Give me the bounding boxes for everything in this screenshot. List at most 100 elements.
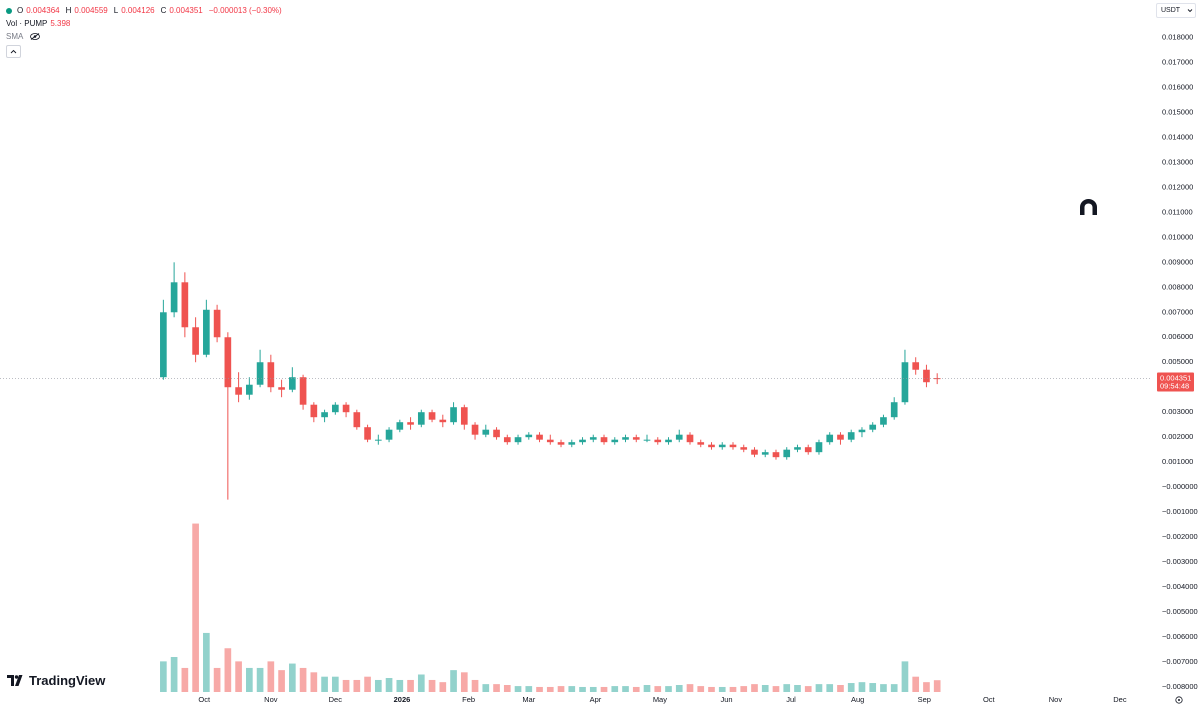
y-tick-label: 0.002000 (1162, 432, 1193, 441)
volume-bar (428, 679, 436, 692)
ohlc-label: C (160, 6, 167, 15)
volume-label: Vol · PUMP (6, 19, 48, 28)
x-tick-label: 2026 (394, 695, 411, 704)
candle-body (407, 422, 414, 425)
y-tick-label: 0.012000 (1162, 182, 1193, 191)
volume-bar (181, 667, 189, 692)
volume-bar (289, 663, 296, 692)
volume-bar (514, 686, 522, 692)
volume-bar (246, 667, 253, 692)
candle-body (794, 447, 801, 450)
volume-bar (546, 686, 554, 692)
candle-body (729, 444, 737, 448)
y-tick-label: 0.003000 (1162, 407, 1193, 416)
open-value: 0.004364 (26, 6, 60, 15)
volume-bar (804, 686, 812, 692)
y-tick-label: 0.008000 (1162, 282, 1193, 291)
candle-body (600, 437, 608, 443)
volume-bar (847, 683, 855, 692)
volume-bar (718, 686, 726, 692)
x-tick-label: Apr (590, 695, 602, 704)
watermark-text: TradingView (29, 673, 106, 688)
volume-bar (837, 685, 844, 692)
collapse-button[interactable] (6, 45, 21, 58)
candle-body (912, 362, 920, 370)
candle-body (514, 437, 522, 443)
volume-bar (933, 680, 941, 692)
candle-body (203, 309, 210, 355)
sma-label: SMA (6, 32, 24, 41)
volume-bar (374, 679, 382, 692)
volume-bar (697, 686, 705, 692)
volume-bar (611, 686, 619, 692)
candle-body (181, 282, 189, 328)
candle-body (751, 449, 758, 455)
candle-body (643, 439, 651, 441)
volume-bar (600, 686, 608, 692)
candle-body (450, 407, 457, 423)
candle-body (428, 412, 436, 420)
candle-body (310, 404, 318, 418)
x-tick-label: Sep (918, 695, 931, 704)
ohlc-label: H (65, 6, 72, 15)
y-tick-label: 0.016000 (1162, 82, 1193, 91)
volume-bar (192, 523, 199, 692)
candle-body (880, 417, 887, 425)
candle-body (826, 434, 834, 443)
candle-body (589, 437, 597, 440)
eye-icon[interactable] (30, 33, 41, 40)
volume-bar (579, 686, 586, 692)
candle-body (525, 434, 533, 438)
y-tick-label: 0.005000 (1162, 357, 1193, 366)
volume-bar (256, 667, 264, 692)
volume-bar (772, 686, 780, 692)
volume-bar (417, 674, 425, 692)
x-tick-label: May (653, 695, 667, 704)
candle-body (364, 427, 371, 440)
candle-body (471, 424, 479, 435)
volume-bar (901, 661, 909, 692)
volume-bar (869, 683, 877, 692)
last-price-label: 0.004351 (1160, 373, 1191, 382)
currency-label: USDT (1161, 7, 1181, 14)
volume-bar (396, 679, 404, 692)
x-tick-label: Oct (983, 695, 996, 704)
volume-bar (632, 686, 640, 692)
candle-body (460, 407, 468, 425)
y-tick-label: 0.018000 (1162, 32, 1193, 41)
volume-bar (267, 661, 275, 692)
y-tick-label: 0.017000 (1162, 57, 1193, 66)
sma-row[interactable]: SMA (6, 30, 285, 43)
x-tick-label: Dec (1113, 695, 1127, 704)
volume-bar (407, 679, 414, 692)
settings-icon-center (1178, 699, 1180, 701)
candle-body (847, 432, 855, 440)
volume-bar (858, 682, 866, 692)
candle-body (439, 419, 447, 423)
volume-bar (364, 676, 371, 692)
y-tick-label: 0.001000 (1162, 457, 1193, 466)
y-tick-label: 0.013000 (1162, 157, 1193, 166)
candle-body (299, 377, 307, 405)
candle-body (869, 424, 877, 430)
candle-body (665, 439, 672, 443)
candle-body (890, 402, 898, 418)
volume-bar (235, 661, 242, 692)
candle-body (675, 434, 683, 440)
candle-body (396, 422, 404, 430)
volume-bar (783, 684, 791, 692)
candle-body (493, 429, 500, 438)
volume-bar (536, 686, 543, 692)
candle-body (482, 429, 490, 435)
currency-select[interactable]: USDT (1156, 3, 1196, 18)
volume-bar (923, 682, 930, 692)
candle-body (697, 442, 705, 445)
candle-body (804, 447, 812, 453)
volume-bar (203, 632, 210, 692)
candle-body (761, 452, 769, 455)
volume-bar (493, 684, 500, 692)
candle-body (783, 449, 791, 458)
watermark: TradingView (7, 673, 105, 688)
candle-body (923, 369, 930, 383)
high-value: 0.004559 (74, 6, 108, 15)
